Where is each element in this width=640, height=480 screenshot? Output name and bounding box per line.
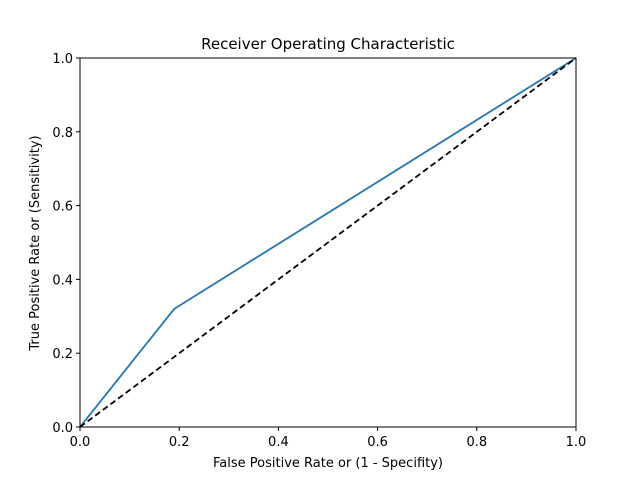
x-axis-label: False Positive Rate or (1 - Specifity): [213, 456, 443, 471]
x-tick-label: 0.0: [70, 435, 91, 450]
y-axis-label: True Positive Rate or (Sensitivity): [28, 135, 43, 351]
x-tick-label: 0.2: [169, 435, 190, 450]
axes: 0.0 0.2 0.4 0.6 0.8 1.0 0.0 0.2 0.4 0.6 0.8 1.0: [52, 52, 586, 450]
y-tick-label: 0.6: [52, 200, 73, 215]
y-tick-label: 0.8: [52, 126, 73, 141]
y-tick-label: 0.4: [52, 273, 73, 288]
y-tick-label: 1.0: [52, 52, 73, 67]
y-tick-label: 0.2: [52, 347, 73, 362]
x-tick-label: 0.6: [367, 435, 388, 450]
plot-area: [79, 57, 577, 428]
y-tick-label: 0.0: [52, 421, 73, 436]
reference-diagonal-line: [79, 57, 577, 428]
x-tick-label: 0.4: [268, 435, 289, 450]
x-tick-label: 1.0: [566, 435, 587, 450]
chart-title: Receiver Operating Characteristic: [201, 35, 455, 53]
roc-curve-line: [79, 57, 577, 428]
x-tick-label: 0.8: [466, 435, 487, 450]
axes-frame: [79, 57, 577, 428]
